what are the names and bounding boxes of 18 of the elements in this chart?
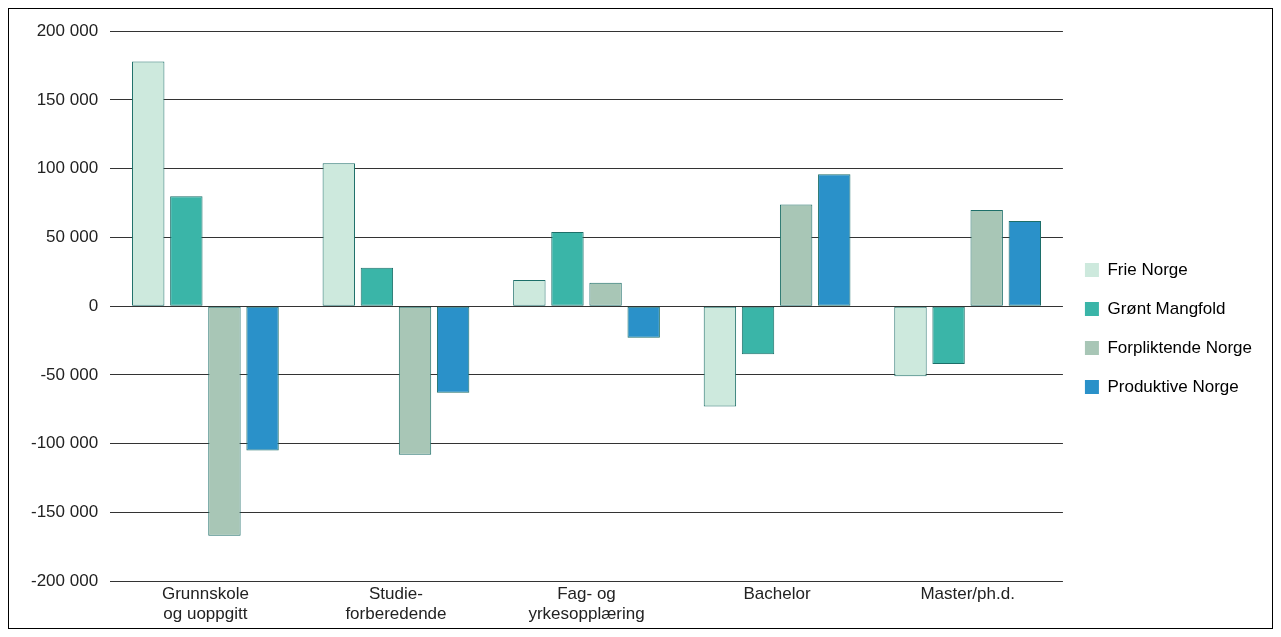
x-tick-label: Bachelor: [743, 584, 811, 604]
legend-label: Grønt Mangfold: [1107, 298, 1226, 318]
y-tick-label: -50 000: [40, 364, 99, 384]
y-tick-label: 150 000: [36, 89, 99, 109]
x-tick-label: Studie- forberedende: [345, 584, 447, 624]
y-tick-label: 200 000: [36, 20, 99, 40]
y-tick-label: -100 000: [30, 433, 99, 453]
y-tick-label: 100 000: [36, 158, 99, 178]
y-tick-label: -200 000: [30, 570, 99, 590]
x-tick-label: Fag- og yrkesopplæring: [528, 584, 645, 624]
legend-label: Frie Norge: [1107, 259, 1188, 279]
legend-label: Forpliktende Norge: [1107, 337, 1252, 357]
x-tick-label: Master/ph.d.: [920, 584, 1015, 604]
y-tick-label: 50 000: [46, 227, 99, 247]
y-tick-label: 0: [88, 295, 99, 315]
y-tick-label: -150 000: [30, 502, 99, 522]
legend-label: Produktive Norge: [1107, 376, 1239, 396]
x-tick-label: Grunnskole og uoppgitt: [161, 584, 249, 624]
